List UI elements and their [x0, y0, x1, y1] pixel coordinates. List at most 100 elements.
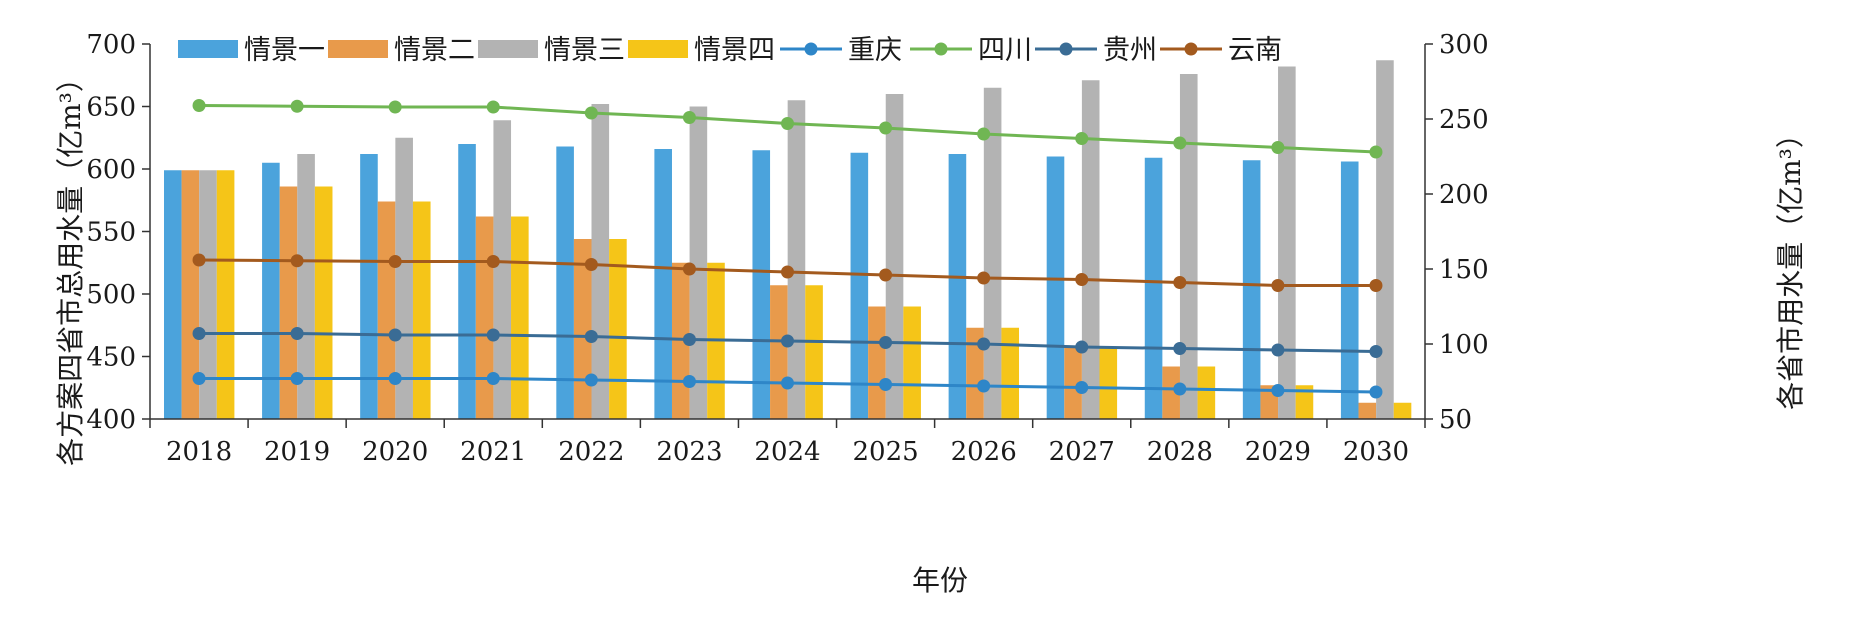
bar [164, 170, 182, 419]
data-point [192, 372, 206, 385]
bar [377, 201, 396, 419]
bar [360, 154, 378, 419]
legend: 情景一 情景二 情景三 情景四 重庆 四川 贵州 云南 [178, 35, 1282, 66]
bar [395, 137, 413, 419]
legend-label: 四川 [978, 35, 1032, 66]
bar [787, 100, 806, 419]
bar [609, 239, 627, 419]
bar [1099, 347, 1118, 419]
bar [1376, 60, 1394, 419]
bar [1144, 157, 1163, 419]
data-point [879, 268, 893, 282]
bar [199, 170, 217, 419]
data-point [290, 372, 304, 385]
x-tick-label: 2025 [852, 437, 918, 467]
legend-marker [804, 42, 818, 56]
data-point [1173, 342, 1187, 355]
bar [1081, 80, 1100, 419]
bar [770, 285, 788, 419]
data-point [1173, 382, 1187, 396]
bar [556, 146, 574, 419]
bar [1179, 74, 1198, 419]
data-point [290, 327, 304, 340]
bar [966, 327, 984, 419]
data-point [1271, 141, 1285, 154]
legend-swatch [328, 40, 388, 58]
data-point [682, 111, 696, 124]
left-y-tick-label: 700 [86, 30, 136, 60]
bar [1064, 347, 1082, 419]
legend-label: 情景一 [244, 35, 325, 66]
data-point [388, 255, 402, 268]
legend-marker [934, 42, 948, 56]
bar [216, 170, 235, 419]
bar [1001, 327, 1020, 419]
x-tick-label: 2019 [264, 437, 330, 467]
data-point [1369, 145, 1383, 159]
legend-label: 情景四 [694, 35, 775, 66]
bar [1340, 161, 1359, 419]
left-y-tick-label: 450 [86, 343, 136, 373]
right-y-tick-label: 200 [1439, 180, 1489, 210]
bar [868, 306, 886, 419]
bar [689, 106, 708, 419]
data-point [1173, 136, 1187, 150]
data-point [781, 265, 794, 279]
right-y-tick-label: 150 [1439, 255, 1489, 285]
data-point [1075, 381, 1089, 394]
data-point [1271, 384, 1285, 397]
bar [1197, 366, 1216, 419]
bars-layer [164, 60, 1412, 419]
bar [1295, 385, 1314, 419]
left-y-tick-label: 500 [86, 280, 136, 310]
data-point [977, 379, 991, 393]
left-y-tick-label: 550 [86, 218, 136, 248]
legend-label: 情景三 [544, 35, 625, 66]
x-tick-label: 2018 [166, 437, 232, 467]
left-y-axis-title: 各方案四省市总用水量（亿m³） [54, 64, 87, 466]
legend-swatch [478, 40, 538, 58]
bar [279, 186, 298, 419]
bar [885, 94, 904, 419]
x-tick-label: 2027 [1049, 437, 1115, 467]
data-point [682, 262, 696, 276]
left-y-tick-label: 650 [86, 93, 136, 123]
bar [262, 162, 280, 419]
data-point [584, 258, 598, 271]
data-point [486, 100, 500, 114]
data-point [388, 372, 402, 385]
x-tick-label: 2029 [1245, 437, 1311, 467]
data-point [781, 117, 794, 130]
data-point [1173, 276, 1187, 289]
data-point [584, 330, 598, 343]
legend-swatch [628, 40, 688, 58]
data-point [682, 333, 696, 346]
legend-label: 贵州 [1103, 35, 1157, 66]
data-point [1075, 132, 1089, 145]
bar [493, 120, 512, 419]
axes-layer: 400 450 500 550 600 650 700 50 100 150 200 250 300 20… [86, 30, 1488, 467]
data-point [781, 376, 794, 390]
data-point [486, 255, 500, 268]
lines-layer [192, 99, 1383, 399]
legend-marker [1059, 42, 1073, 56]
x-axis-title: 年份 [912, 564, 968, 597]
data-point [486, 328, 500, 342]
data-point [584, 106, 598, 120]
data-point [192, 99, 206, 112]
data-point [781, 334, 794, 348]
right-y-tick-label: 250 [1439, 105, 1489, 135]
x-tick-label: 2020 [362, 437, 428, 467]
bar [1393, 402, 1412, 419]
data-point [388, 328, 402, 342]
data-point [290, 99, 304, 113]
data-point [1369, 345, 1383, 358]
right-y-axis-title: 各省市用水量（亿m³） [1774, 120, 1807, 410]
right-y-tick-label: 300 [1439, 30, 1489, 60]
bar [297, 154, 315, 419]
right-y-tick-label: 100 [1439, 330, 1489, 360]
bar [850, 152, 869, 419]
data-point [1271, 279, 1285, 292]
